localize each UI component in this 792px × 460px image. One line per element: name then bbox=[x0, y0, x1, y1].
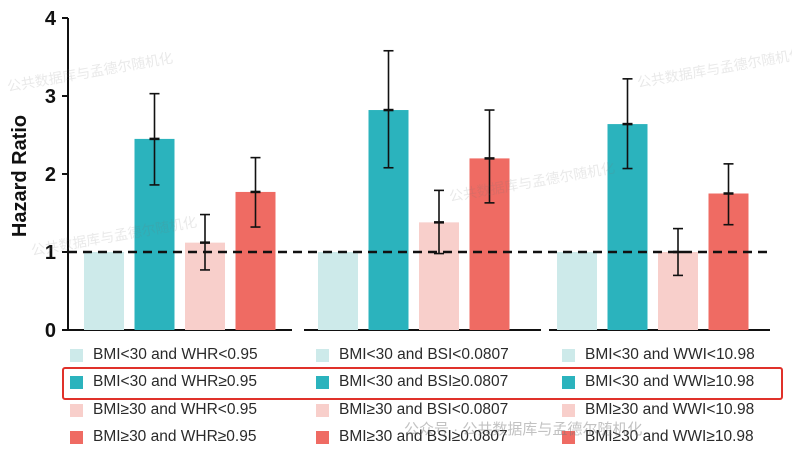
legend-item: BMI<30 and BSI≥0.0807 bbox=[316, 371, 508, 393]
y-tick-label: 2 bbox=[45, 164, 56, 186]
legend-item: BMI<30 and WWI≥10.98 bbox=[562, 371, 754, 393]
legend-swatch bbox=[316, 348, 329, 362]
legend-swatch bbox=[70, 348, 83, 362]
legend-swatch bbox=[316, 403, 329, 417]
legend-swatch bbox=[70, 403, 83, 417]
legend-label: BMI≥30 and BSI<0.0807 bbox=[339, 401, 509, 418]
legend-label: BMI≥30 and WWI≥10.98 bbox=[585, 428, 754, 445]
legend-item: BMI≥30 and WHR<0.95 bbox=[70, 399, 257, 421]
legend-label: BMI≥30 and BSI≥0.0807 bbox=[339, 428, 508, 445]
y-tick-label: 1 bbox=[45, 242, 56, 264]
legend-swatch bbox=[562, 348, 575, 362]
legend-label: BMI<30 and BSI<0.0807 bbox=[339, 346, 509, 363]
legend-label: BMI<30 and WWI<10.98 bbox=[585, 346, 755, 363]
legend-label: BMI≥30 and WHR<0.95 bbox=[93, 401, 258, 418]
legend-item: BMI<30 and BSI<0.0807 bbox=[316, 344, 509, 366]
bar bbox=[318, 252, 358, 330]
legend-item: BMI≥30 and BSI<0.0807 bbox=[316, 399, 508, 421]
legend-swatch bbox=[562, 430, 575, 444]
legend-swatch bbox=[70, 375, 83, 389]
legend-label: BMI≥30 and WHR≥0.95 bbox=[93, 428, 257, 445]
bar bbox=[84, 252, 124, 330]
y-axis-label: Hazard Ratio bbox=[9, 115, 31, 237]
legend-highlight-box bbox=[62, 367, 783, 400]
legend-label: BMI<30 and WHR≥0.95 bbox=[93, 373, 258, 390]
hazard-ratio-chart: 0 1 2 3 4 Hazard Ratio bbox=[9, 8, 772, 340]
legend: BMI<30 and WHR<0.95 BMI<30 and WHR≥0.95 BM… bbox=[0, 340, 792, 460]
legend-swatch bbox=[562, 375, 575, 389]
legend-item: BMI≥30 and WHR≥0.95 bbox=[70, 426, 256, 448]
legend-item: BMI<30 and WHR≥0.95 bbox=[70, 371, 257, 393]
legend-item: BMI≥30 and WWI<10.98 bbox=[562, 399, 754, 421]
legend-swatch bbox=[562, 403, 575, 417]
legend-swatch bbox=[316, 430, 329, 444]
legend-swatch bbox=[70, 430, 83, 444]
legend-label: BMI<30 and BSI≥0.0807 bbox=[339, 373, 509, 390]
y-tick-label: 0 bbox=[45, 320, 56, 340]
legend-swatch bbox=[316, 375, 329, 389]
legend-item: BMI<30 and WWI<10.98 bbox=[562, 344, 755, 366]
legend-item: BMI≥30 and BSI≥0.0807 bbox=[316, 426, 508, 448]
legend-label: BMI<30 and WHR<0.95 bbox=[93, 346, 258, 363]
bar bbox=[557, 252, 597, 330]
y-tick-label: 3 bbox=[45, 86, 56, 108]
legend-label: BMI≥30 and WWI<10.98 bbox=[585, 401, 755, 418]
legend-item: BMI<30 and WHR<0.95 bbox=[70, 344, 258, 366]
legend-item: BMI≥30 and WWI≥10.98 bbox=[562, 426, 754, 448]
y-tick-label: 4 bbox=[45, 8, 57, 30]
bars-layer bbox=[84, 110, 749, 330]
legend-label: BMI<30 and WWI≥10.98 bbox=[585, 373, 755, 390]
